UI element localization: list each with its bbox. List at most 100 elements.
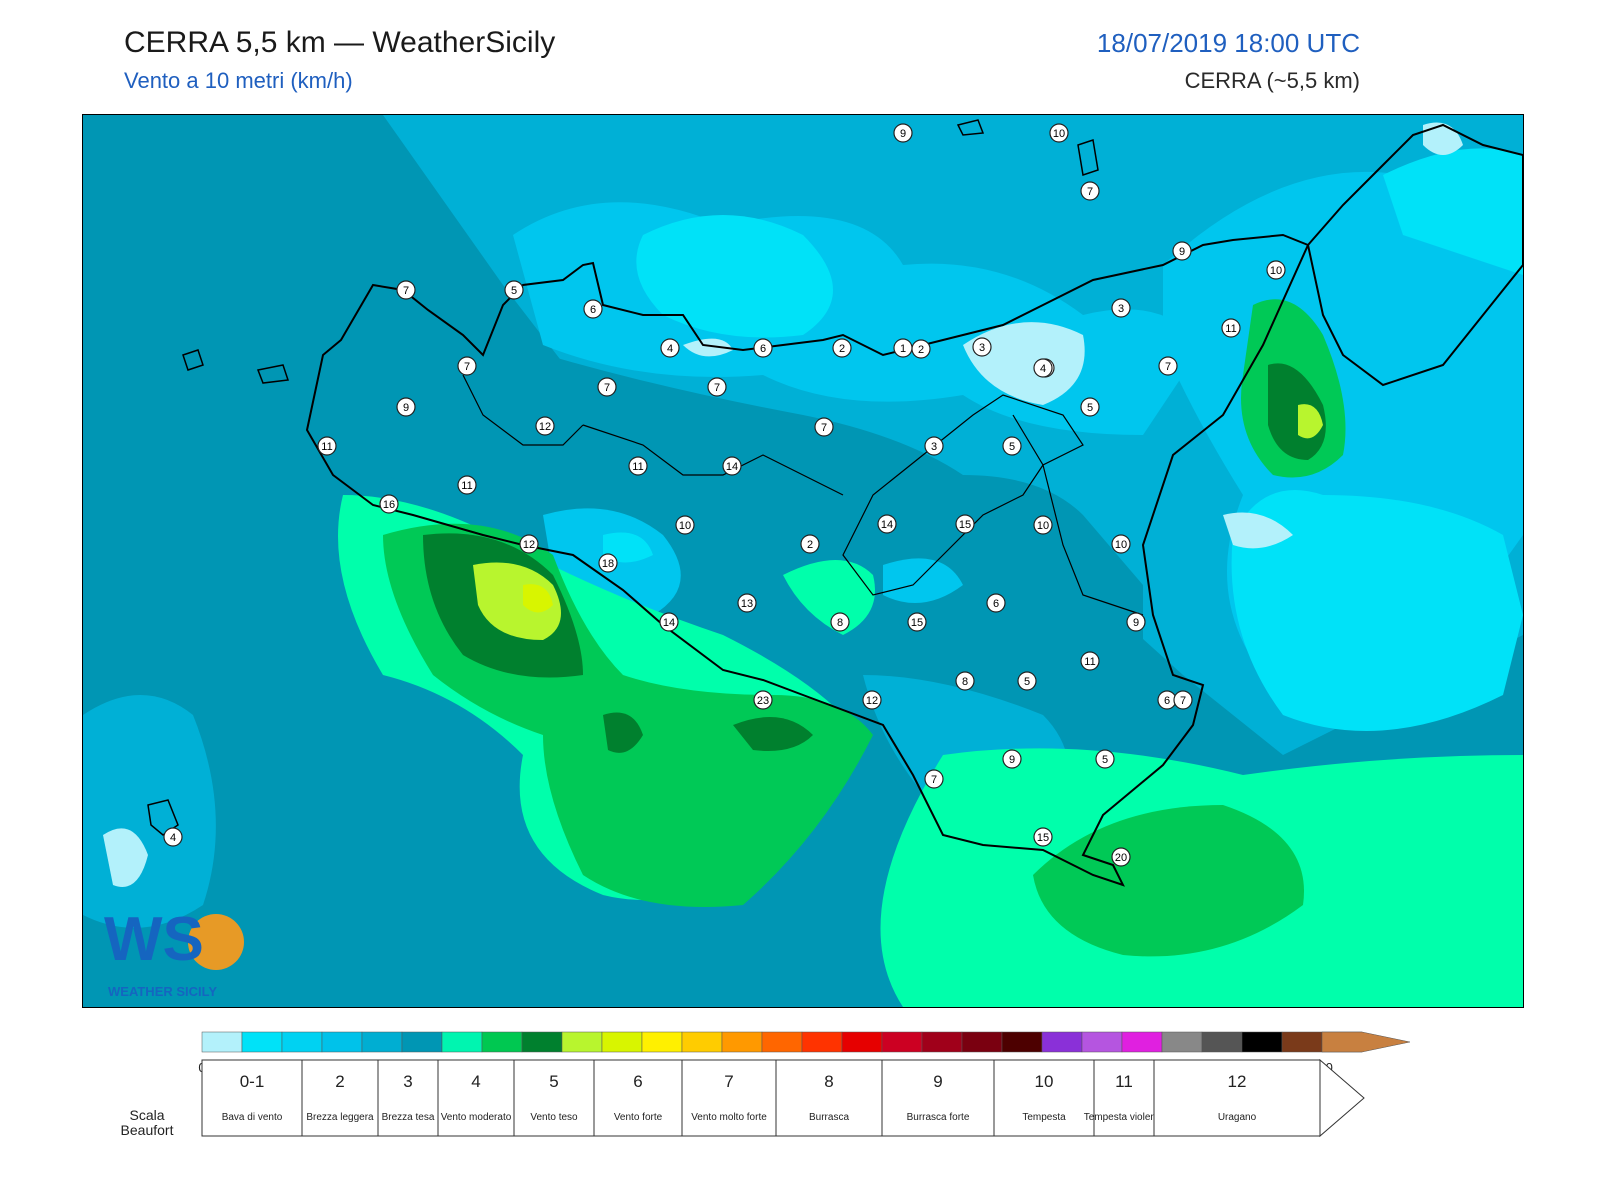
map-title: CERRA 5,5 km — WeatherSicily [124, 26, 556, 59]
station-marker[interactable]: 11 [317, 436, 337, 456]
station-marker[interactable]: 7 [396, 280, 416, 300]
station-marker[interactable]: 5 [1002, 436, 1022, 456]
station-marker[interactable]: 5 [1080, 397, 1100, 417]
station-marker[interactable]: 12 [862, 690, 882, 710]
station-value: 9 [1009, 754, 1015, 766]
station-marker[interactable]: 11 [1080, 651, 1100, 671]
station-marker[interactable]: 5 [1017, 671, 1037, 691]
beaufort-desc: Vento forte [614, 1112, 663, 1123]
station-marker[interactable]: 14 [722, 456, 742, 476]
station-marker[interactable]: 7 [1080, 181, 1100, 201]
station-marker[interactable]: 7 [814, 417, 834, 437]
station-marker[interactable]: 16 [379, 494, 399, 514]
station-marker[interactable]: 15 [955, 514, 975, 534]
station-value: 20 [1115, 852, 1127, 864]
colorbar-segment [321, 1031, 363, 1053]
station-value: 7 [1180, 695, 1186, 707]
station-marker[interactable]: 12 [535, 416, 555, 436]
station-value: 6 [1164, 695, 1170, 707]
station-marker[interactable]: 7 [457, 356, 477, 376]
station-value: 23 [757, 695, 769, 707]
wind-map[interactable]: 9107910117562462313779117127711355410161… [82, 114, 1524, 1008]
station-circle [1033, 515, 1053, 535]
station-marker[interactable]: 12 [519, 534, 539, 554]
station-value: 1 [900, 343, 906, 355]
beaufort-desc: Vento teso [530, 1112, 578, 1123]
station-circle [737, 593, 757, 613]
station-marker[interactable]: 15 [907, 612, 927, 632]
station-marker[interactable]: 4 [163, 827, 183, 847]
colorbar-segment [921, 1031, 963, 1053]
beaufort-class: 9 Burrasca forte [881, 1059, 995, 1137]
station-marker[interactable]: 9 [396, 397, 416, 417]
station-marker[interactable]: 10 [675, 515, 695, 535]
station-marker[interactable]: 5 [504, 280, 524, 300]
colorbar-segment [721, 1031, 763, 1053]
station-marker[interactable]: 9 [893, 123, 913, 143]
beaufort-desc: Uragano [1218, 1112, 1257, 1123]
station-value: 9 [1133, 617, 1139, 629]
station-value: 3 [931, 441, 937, 453]
station-circle [1095, 749, 1115, 769]
station-marker[interactable]: 4 [1033, 358, 1053, 378]
station-marker[interactable]: 4 [660, 338, 680, 358]
station-marker[interactable]: 7 [1158, 356, 1178, 376]
station-marker[interactable]: 9 [1172, 241, 1192, 261]
station-marker[interactable]: 8 [955, 671, 975, 691]
station-marker[interactable]: 15 [1033, 827, 1053, 847]
station-marker[interactable]: 5 [1095, 749, 1115, 769]
station-value: 18 [602, 558, 614, 570]
station-marker[interactable]: 10 [1111, 534, 1131, 554]
station-value: 10 [1270, 265, 1282, 277]
station-marker[interactable]: 11 [457, 475, 477, 495]
station-marker[interactable]: 13 [737, 593, 757, 613]
station-marker[interactable]: 18 [598, 553, 618, 573]
weathersicily-logo: WS WEATHER SICILY [98, 902, 258, 1002]
station-circle [753, 338, 773, 358]
station-marker[interactable]: 6 [1157, 690, 1177, 710]
station-marker[interactable]: 2 [911, 339, 931, 359]
station-marker[interactable]: 7 [1173, 690, 1193, 710]
station-marker[interactable]: 14 [877, 514, 897, 534]
station-marker[interactable]: 14 [659, 612, 679, 632]
station-value: 7 [1165, 361, 1171, 373]
station-marker[interactable]: 10 [1033, 515, 1053, 535]
colorbar-segment [441, 1031, 483, 1053]
station-marker[interactable]: 7 [707, 377, 727, 397]
station-marker[interactable]: 2 [800, 534, 820, 554]
station-marker[interactable]: 10 [1266, 260, 1286, 280]
station-circle [1033, 358, 1053, 378]
station-marker[interactable]: 9 [1126, 612, 1146, 632]
station-circle [1080, 181, 1100, 201]
province-border-3 [462, 374, 584, 446]
beaufort-desc: Burrasca forte [907, 1112, 970, 1123]
station-value: 12 [539, 421, 551, 433]
station-marker[interactable]: 20 [1111, 847, 1131, 867]
station-marker[interactable]: 11 [628, 456, 648, 476]
station-marker[interactable]: 9 [1002, 749, 1022, 769]
station-circle [1002, 749, 1022, 769]
beaufort-number: 3 [403, 1072, 412, 1091]
station-value: 7 [464, 361, 470, 373]
station-marker[interactable]: 3 [1111, 298, 1131, 318]
station-marker[interactable]: 3 [972, 337, 992, 357]
station-marker[interactable]: 3 [924, 436, 944, 456]
station-marker[interactable]: 6 [583, 299, 603, 319]
station-marker[interactable]: 6 [986, 593, 1006, 613]
beaufort-class: 3 Brezza tesa [377, 1059, 439, 1137]
station-marker[interactable]: 1 [893, 338, 913, 358]
station-circle [1080, 397, 1100, 417]
station-marker[interactable]: 8 [830, 612, 850, 632]
station-circle [1080, 651, 1100, 671]
station-marker[interactable]: 10 [1049, 123, 1069, 143]
station-marker[interactable]: 7 [924, 769, 944, 789]
station-marker[interactable]: 23 [753, 690, 773, 710]
station-marker[interactable]: 6 [753, 338, 773, 358]
beaufort-desc: Vento moderato [441, 1112, 512, 1123]
zone-c30-35-tyrr [1298, 404, 1323, 439]
station-marker[interactable]: 2 [832, 338, 852, 358]
station-marker[interactable]: 7 [597, 377, 617, 397]
station-circle [317, 436, 337, 456]
station-marker[interactable]: 11 [1221, 318, 1241, 338]
station-markers: 9107910117562462313779117127711355410161… [163, 123, 1286, 867]
